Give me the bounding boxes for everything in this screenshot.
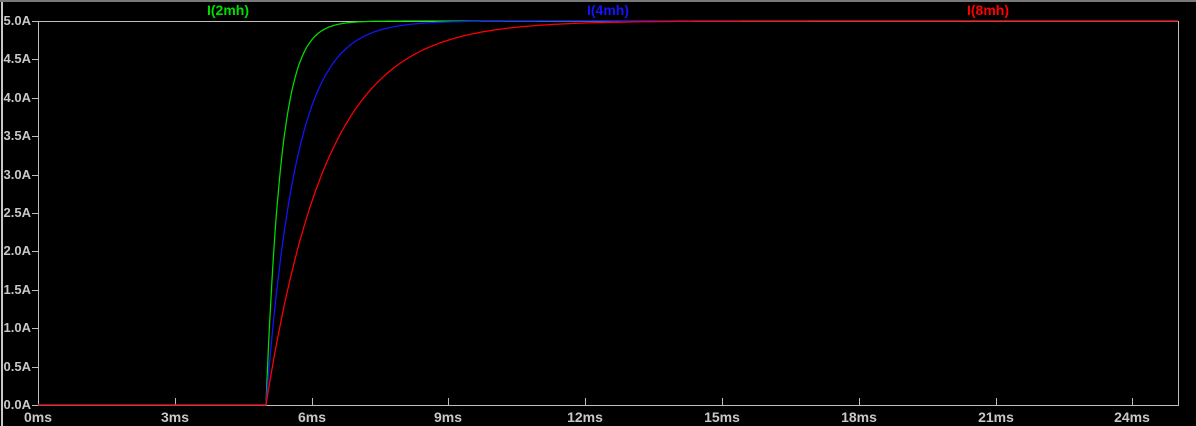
trace-i2mh xyxy=(38,20,1178,406)
trace-i8mh xyxy=(38,20,1178,406)
x-tick-label-0: 0ms xyxy=(23,409,53,425)
x-tick-marks xyxy=(38,398,1133,405)
y-tick-label-0: 5.0A xyxy=(3,13,31,28)
y-tick-label-10: 0.0A xyxy=(3,397,31,412)
y-tick-label-8: 1.0A xyxy=(3,320,31,335)
x-tick-label-3: 9ms xyxy=(433,409,463,425)
y-tick-label-3: 3.5A xyxy=(3,128,31,143)
x-tick-label-7: 21ms xyxy=(978,409,1014,425)
x-tick-label-2: 6ms xyxy=(297,409,327,425)
axis-frame xyxy=(38,21,1179,406)
trace-i4mh xyxy=(38,20,1178,406)
window-border-left xyxy=(1,2,3,426)
x-tick-label-6: 18ms xyxy=(841,409,877,425)
x-tick-label-8: 24ms xyxy=(1114,409,1150,425)
y-tick-label-5: 2.5A xyxy=(3,205,31,220)
trace-label-i2mh[interactable]: I(2mh) xyxy=(207,2,249,18)
y-tick-label-2: 4.0A xyxy=(3,90,31,105)
y-tick-label-6: 2.0A xyxy=(3,243,31,258)
x-tick-label-5: 15ms xyxy=(704,409,740,425)
y-tick-label-4: 3.0A xyxy=(3,167,31,182)
y-tick-marks xyxy=(32,21,38,406)
y-tick-label-7: 1.5A xyxy=(3,282,31,297)
y-tick-label-1: 4.5A xyxy=(3,51,31,66)
x-tick-label-4: 12ms xyxy=(567,409,603,425)
trace-label-i8mh[interactable]: I(8mh) xyxy=(967,2,1009,18)
x-tick-label-1: 3ms xyxy=(160,409,190,425)
y-tick-label-9: 0.5A xyxy=(3,359,31,374)
trace-label-i4mh[interactable]: I(4mh) xyxy=(587,2,629,18)
